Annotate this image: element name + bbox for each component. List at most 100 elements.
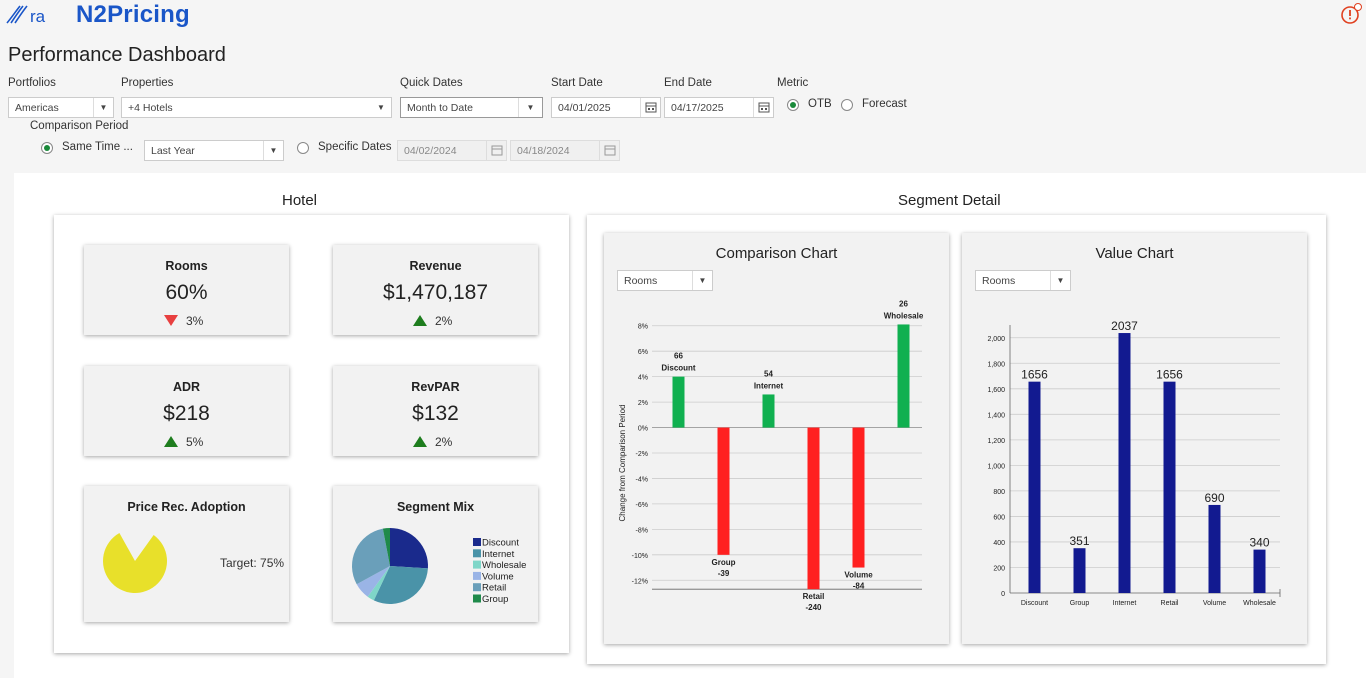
bar-volume	[1208, 504, 1221, 593]
comparison-chart-title: Comparison Chart	[715, 245, 838, 262]
bar-category-label: Internet	[754, 381, 784, 390]
calendar-icon[interactable]	[599, 141, 619, 160]
y-tick-label: -12%	[632, 578, 648, 585]
same-time-label: Same Time ...	[62, 141, 133, 153]
specific-dates-label: Specific Dates	[318, 141, 392, 153]
y-tick-label: -6%	[636, 502, 648, 509]
metric-otb-radio[interactable]	[787, 99, 799, 111]
y-tick-label: 400	[993, 540, 1005, 547]
adoption-title: Price Rec. Adoption	[127, 500, 246, 514]
x-tick-label: Group	[1070, 600, 1090, 607]
price-rec-adoption-tile[interactable]: Price Rec. Adoption Target: 75%	[84, 486, 289, 622]
bar-value-label: 340	[1249, 536, 1269, 550]
kpi-revenue[interactable]: Revenue $1,470,187 2%	[333, 245, 538, 335]
calendar-icon[interactable]	[486, 141, 506, 160]
chevron-down-icon: ▼	[377, 103, 385, 112]
start-date-value: 04/01/2025	[558, 102, 611, 114]
bar-category-label: Discount	[661, 364, 696, 373]
comparison-metric-select[interactable]: Rooms ▼	[617, 270, 713, 291]
value-chart-card: Value Chart Rooms ▼ 0 200 400 600 800 1,000 1,…	[962, 233, 1307, 644]
x-tick-label: Retail	[1161, 600, 1179, 607]
kpi-value: 60%	[165, 281, 208, 304]
page-title: Performance Dashboard	[8, 44, 226, 66]
legend-label: Retail	[482, 583, 506, 594]
same-time-radio[interactable]	[41, 142, 53, 154]
segment-detail-card: Comparison Chart Rooms ▼ 8% 6% 4% 2% 0% -2% -4…	[587, 215, 1326, 664]
bar-retail	[807, 427, 820, 590]
bar-value-label: 351	[1069, 534, 1089, 548]
hotel-section-title: Hotel	[282, 192, 318, 209]
y-tick-label: 1,000	[987, 463, 1005, 470]
kpi-value: $1,470,187	[382, 281, 489, 304]
bar-discount	[672, 376, 685, 428]
value-metric-select[interactable]: Rooms ▼	[975, 270, 1071, 291]
y-tick-label: 800	[993, 489, 1005, 496]
metric-label: Metric	[777, 77, 809, 89]
chevron-down-icon: ▼	[93, 98, 113, 117]
bar-value-label: 66	[674, 352, 683, 361]
portfolios-label: Portfolios	[8, 77, 56, 89]
alert-icon[interactable]	[1340, 3, 1362, 25]
top-bar: ra N2Pricing	[0, 0, 1366, 32]
y-tick-label: 1,800	[987, 361, 1005, 368]
kpi-rooms[interactable]: Rooms 60% 3%	[84, 245, 289, 335]
comparison-period-label: Comparison Period	[30, 120, 129, 132]
bar-value-label: 26	[899, 299, 908, 308]
bar-value-label: 1656	[1021, 368, 1048, 382]
quick-dates-select[interactable]: Month to Date ▼	[400, 97, 543, 118]
bar-group	[717, 427, 730, 555]
kpi-delta: 2%	[435, 435, 453, 449]
legend-label: Wholesale	[482, 560, 526, 571]
y-tick-label: 200	[993, 565, 1005, 572]
legend-label: Discount	[482, 538, 519, 549]
start-date-input[interactable]: 04/01/2025	[551, 97, 661, 118]
calendar-icon[interactable]	[753, 98, 773, 117]
bar-internet	[762, 394, 775, 428]
same-time-select[interactable]: Last Year ▼	[144, 140, 284, 161]
calendar-icon[interactable]	[640, 98, 660, 117]
properties-select[interactable]: +4 Hotels ▼	[121, 97, 392, 118]
specific-start-input[interactable]: 04/02/2024	[397, 140, 507, 161]
bar-value-label: -240	[805, 603, 822, 612]
bar-wholesale	[1253, 549, 1266, 593]
y-tick-label: -10%	[632, 553, 648, 560]
legend-swatch	[473, 549, 481, 558]
kpi-revpar[interactable]: RevPAR $132 2%	[333, 366, 538, 456]
x-tick-label: Volume	[1203, 600, 1226, 607]
bar-value-label: 54	[764, 369, 773, 378]
hotel-card: Rooms 60% 3% Revenue $1,470,187 2% ADR $…	[54, 215, 569, 653]
pie-slice-group	[382, 528, 390, 566]
properties-value: +4 Hotels	[128, 102, 173, 114]
metric-forecast-label: Forecast	[862, 98, 907, 110]
specific-end-input[interactable]: 04/18/2024	[510, 140, 620, 161]
portfolios-select[interactable]: Americas ▼	[8, 97, 114, 118]
segment-mix-title: Segment Mix	[396, 500, 475, 514]
legend-swatch	[473, 560, 481, 569]
pie-slice-internet	[373, 566, 428, 604]
metric-forecast-radio[interactable]	[841, 99, 853, 111]
bar-category-label: Wholesale	[884, 311, 924, 320]
pie-slice-wholesale	[367, 566, 390, 601]
bar-value-label: 690	[1204, 491, 1224, 505]
portfolios-value: Americas	[15, 102, 59, 114]
bar-category-label: Group	[712, 558, 736, 567]
kpi-delta: 5%	[186, 435, 204, 449]
end-date-label: End Date	[664, 77, 712, 89]
segment-mix-tile[interactable]: Segment Mix Discount Internet Wholesale Vol…	[333, 486, 538, 622]
comparison-metric-value: Rooms	[624, 275, 658, 287]
trend-up-icon	[413, 436, 427, 447]
bar-value-label: -39	[718, 569, 730, 578]
value-chart-title: Value Chart	[1095, 245, 1174, 262]
specific-dates-radio[interactable]	[297, 142, 309, 154]
kpi-adr[interactable]: ADR $218 5%	[84, 366, 289, 456]
end-date-input[interactable]: 04/17/2025	[664, 97, 774, 118]
adoption-pie-chart: Target: 75%	[103, 533, 284, 593]
properties-label: Properties	[121, 77, 174, 89]
segment-detail-title: Segment Detail	[898, 192, 1001, 209]
legend-label: Internet	[482, 549, 515, 560]
comparison-chart-card: Comparison Chart Rooms ▼ 8% 6% 4% 2% 0% -2% -4…	[604, 233, 949, 644]
x-tick-label: Discount	[1021, 600, 1048, 607]
bar-retail	[1163, 381, 1176, 593]
segment-mix-pie-chart: DiscountInternetWholesaleVolumeRetailGro…	[352, 528, 526, 605]
chevron-down-icon: ▼	[692, 271, 712, 290]
